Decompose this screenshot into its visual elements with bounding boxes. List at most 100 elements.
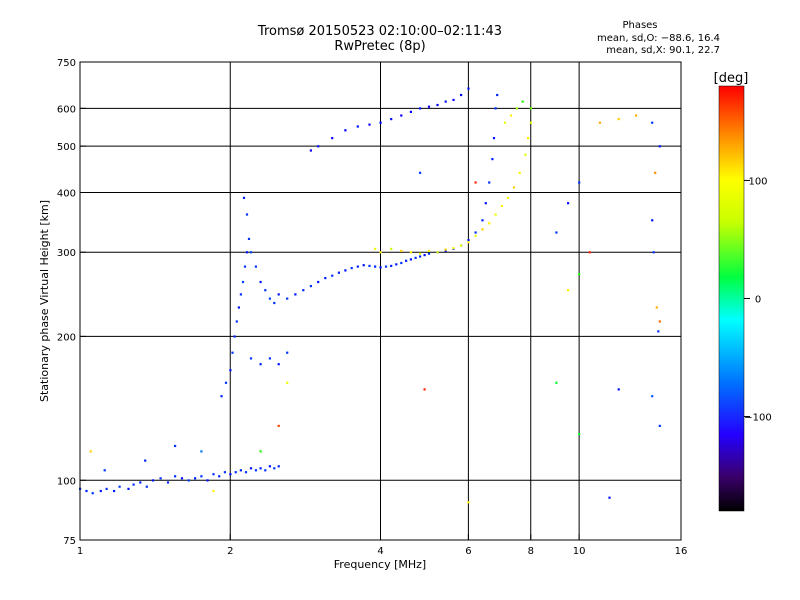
data-point [286,297,289,300]
data-point [286,381,289,384]
data-point [506,196,510,199]
colorbar-ticks: 100 0 −100 [744,176,772,424]
data-point [166,481,170,484]
data-point [608,496,611,499]
data-point [324,277,327,280]
data-point [509,114,513,117]
data-point [259,363,262,366]
data-point [395,263,398,266]
y-tick-label: 75 [63,536,76,547]
data-point [259,280,262,284]
data-point [492,137,496,140]
data-point [212,489,215,493]
stats-heading: Phases [622,20,658,31]
data-point [89,450,92,453]
grid-lines [80,62,681,540]
data-point [247,237,251,240]
stats-x-mode: mean, sd,X: 90.1, 22.7 [606,45,720,56]
data-point [657,330,660,333]
data-point [374,247,377,250]
data-point [379,266,382,269]
data-point [223,471,226,474]
data-point [239,469,242,472]
data-point [245,213,249,216]
data-point [654,171,657,174]
data-point [379,251,382,254]
data-point [527,137,530,140]
data-point [249,357,253,360]
data-point [598,121,601,124]
colorbar-tick-label: 100 [748,176,767,187]
data-point [242,196,246,199]
data-point [390,247,393,250]
data-point [414,256,417,259]
data-point [277,363,280,366]
data-point [578,433,581,436]
data-point [494,107,497,110]
data-point [105,487,108,490]
data-point [273,301,276,305]
y-axis-label: Stationary phase Virtual Height [km] [38,200,51,402]
data-point [374,265,377,268]
data-point [400,261,403,265]
data-point [400,249,403,252]
data-point [444,100,447,103]
data-point [419,255,422,258]
data-point [488,181,491,184]
data-point [187,479,190,482]
data-point [444,248,447,251]
data-point [452,98,455,101]
data-point [467,239,470,242]
data-point [652,251,655,254]
y-tick-label: 300 [57,248,76,259]
data-point [529,121,532,124]
data-point [331,274,334,277]
x-tick-label: 2 [227,546,233,557]
data-point [174,444,177,448]
data-point [617,388,620,391]
data-point [212,473,215,476]
data-point [309,149,312,152]
colorbar-label: [deg] [714,71,749,86]
data-point [113,489,116,493]
data-point [467,501,470,504]
data-point [224,381,228,384]
data-point [235,320,238,323]
data-point [368,264,371,267]
data-point [245,251,249,254]
data-point [356,265,359,268]
y-tick-label: 750 [57,58,76,69]
data-points [79,87,661,504]
data-point [409,110,412,113]
x-axis-label: Frequency [MHz] [334,558,426,571]
data-point [229,473,232,476]
data-point [658,424,661,427]
data-point [344,269,347,272]
data-point [239,293,242,296]
data-point [405,259,408,262]
data-point [617,118,620,121]
data-point [234,471,237,474]
data-point [277,424,280,427]
y-tick-label: 500 [57,142,76,153]
data-point [651,395,654,398]
data-point [658,320,661,323]
data-point [460,244,463,247]
data-point [145,485,148,488]
data-point [132,483,135,486]
x-tick-label: 4 [377,546,383,557]
data-point [356,125,359,128]
data-point [254,265,257,268]
y-axis-ticks: 75 100 200 300 400 500 600 750 [57,58,86,547]
data-point [651,219,654,222]
data-point [419,252,422,255]
data-point [651,121,654,124]
data-point [294,293,297,296]
data-point [277,465,280,468]
data-point [578,273,581,276]
data-point [200,450,203,453]
data-point [524,153,527,156]
data-point [555,231,558,234]
data-point [268,357,271,360]
